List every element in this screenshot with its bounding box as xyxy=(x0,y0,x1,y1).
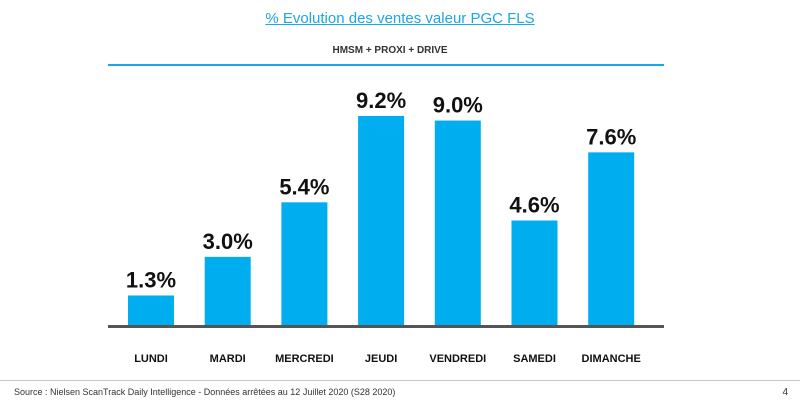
chart-subtitle: HMSM + PROXI + DRIVE xyxy=(332,45,448,56)
header-rule xyxy=(108,64,664,66)
bar-mercredi xyxy=(281,202,328,325)
data-label-mardi: 3.0% xyxy=(203,229,253,254)
bar-mardi xyxy=(204,256,251,325)
bar-vendredi xyxy=(434,120,481,325)
source-note: Source : Nielsen ScanTrack Daily Intelli… xyxy=(14,387,396,397)
data-label-dimanche: 7.6% xyxy=(586,124,636,149)
x-tick-label-mercredi: MERCREDI xyxy=(275,353,334,365)
x-tick-label-samedi: SAMEDI xyxy=(513,353,556,365)
page-number: 4 xyxy=(782,387,788,398)
x-tick-label-lundi: LUNDI xyxy=(134,353,168,365)
data-label-vendredi: 9.0% xyxy=(433,93,483,118)
data-label-lundi: 1.3% xyxy=(126,267,176,292)
bar-chart: 1.3% LUNDI 3.0% MARDI 5.4% MERCREDI 9.2% JEUDI 9… xyxy=(108,88,664,365)
x-tick-label-mardi: MARDI xyxy=(210,353,246,365)
bar-lundi xyxy=(128,295,174,325)
footer-divider xyxy=(0,380,800,381)
chart-title: % Evolution des ventes valeur PGC FLS xyxy=(265,10,535,27)
x-tick-label-dimanche: DIMANCHE xyxy=(582,353,641,365)
bar-samedi xyxy=(511,220,558,325)
bar-jeudi xyxy=(358,116,405,325)
data-label-mercredi: 5.4% xyxy=(279,174,329,199)
data-label-jeudi: 9.2% xyxy=(356,88,406,113)
data-label-samedi: 4.6% xyxy=(509,193,559,218)
x-tick-label-vendredi: VENDREDI xyxy=(429,353,486,365)
x-tick-label-jeudi: JEUDI xyxy=(365,353,397,365)
bar-dimanche xyxy=(588,152,635,325)
